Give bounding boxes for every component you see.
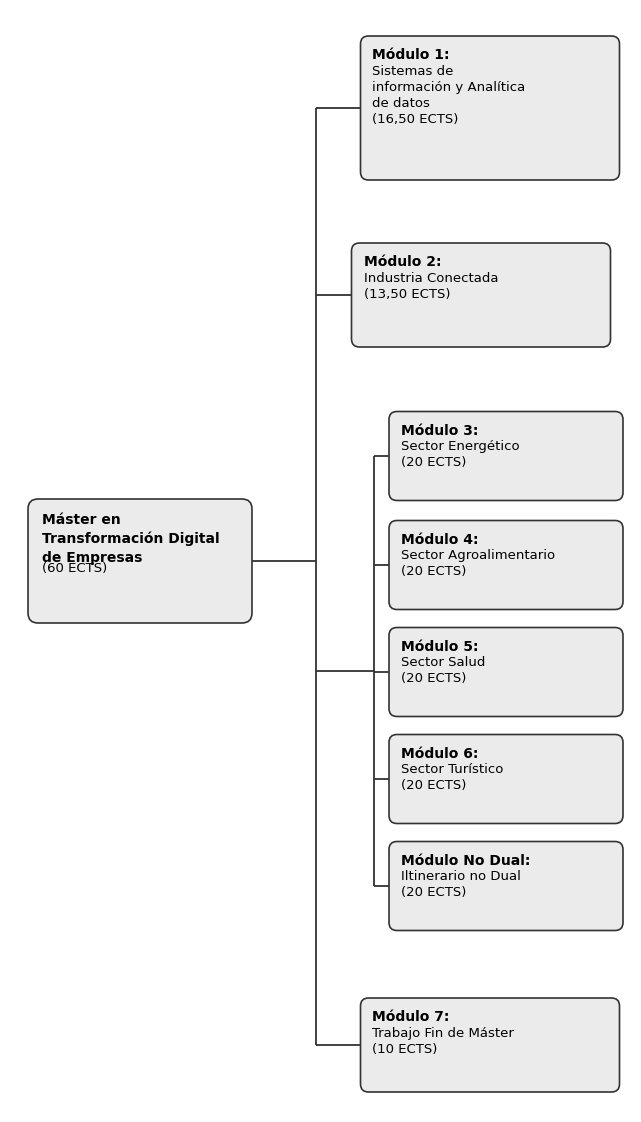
- Text: (60 ECTS): (60 ECTS): [42, 561, 107, 574]
- FancyBboxPatch shape: [360, 997, 619, 1092]
- Text: Sistemas de
información y Analítica
de datos
(16,50 ECTS): Sistemas de información y Analítica de d…: [372, 64, 526, 126]
- FancyBboxPatch shape: [389, 412, 623, 500]
- FancyBboxPatch shape: [389, 842, 623, 930]
- Text: Sector Agroalimentario
(20 ECTS): Sector Agroalimentario (20 ECTS): [401, 549, 555, 578]
- Text: Módulo No Dual:: Módulo No Dual:: [401, 854, 530, 867]
- FancyBboxPatch shape: [28, 499, 252, 623]
- Text: Industria Conectada
(13,50 ECTS): Industria Conectada (13,50 ECTS): [363, 272, 498, 301]
- Text: Sector Turístico
(20 ECTS): Sector Turístico (20 ECTS): [401, 763, 503, 792]
- Text: Trabajo Fin de Máster
(10 ECTS): Trabajo Fin de Máster (10 ECTS): [372, 1027, 514, 1056]
- FancyBboxPatch shape: [389, 627, 623, 717]
- FancyBboxPatch shape: [360, 36, 619, 180]
- FancyBboxPatch shape: [351, 243, 610, 347]
- Text: Módulo 3:: Módulo 3:: [401, 423, 478, 438]
- Text: Sector Salud
(20 ECTS): Sector Salud (20 ECTS): [401, 656, 485, 686]
- Text: Módulo 2:: Módulo 2:: [363, 255, 441, 269]
- FancyBboxPatch shape: [389, 735, 623, 824]
- Text: Módulo 4:: Módulo 4:: [401, 533, 478, 546]
- FancyBboxPatch shape: [389, 521, 623, 609]
- Text: Iltinerario no Dual
(20 ECTS): Iltinerario no Dual (20 ECTS): [401, 870, 521, 899]
- Text: Sector Energético
(20 ECTS): Sector Energético (20 ECTS): [401, 440, 520, 469]
- Text: Módulo 7:: Módulo 7:: [372, 1010, 450, 1024]
- Text: Módulo 5:: Módulo 5:: [401, 640, 478, 653]
- Text: Módulo 6:: Módulo 6:: [401, 746, 478, 761]
- Text: Máster en
Transformación Digital
de Empresas: Máster en Transformación Digital de Empr…: [42, 513, 220, 564]
- Text: Módulo 1:: Módulo 1:: [372, 48, 450, 62]
